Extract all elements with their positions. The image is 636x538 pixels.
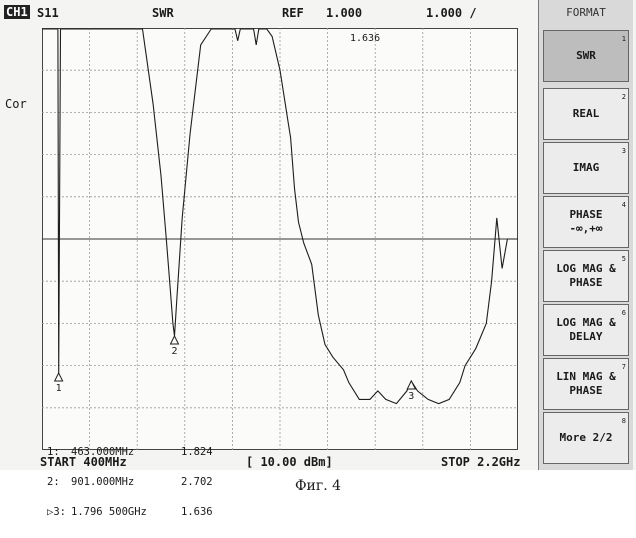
marker-2-label: 2: [171, 346, 177, 357]
softkey-more[interactable]: More 2/28: [543, 412, 629, 464]
menu-title: FORMAT: [539, 6, 633, 19]
start-frequency: START 400MHz: [40, 455, 127, 469]
marker-line: ▷3:1.796 500GHz1.636: [47, 507, 213, 517]
softkey-phase[interactable]: PHASE -∞,+∞4: [543, 196, 629, 248]
softkey-swr[interactable]: SWR1: [543, 30, 629, 82]
softkey-menu: FORMAT SWR1 REAL2 IMAG3 PHASE -∞,+∞4 LOG…: [538, 0, 633, 470]
ref-label: REF: [282, 6, 304, 20]
swr-plot: 1 2 3: [42, 28, 518, 450]
correction-indicator: Cor: [5, 97, 27, 111]
softkey-lin-mag-phase[interactable]: LIN MAG & PHASE7: [543, 358, 629, 410]
channel-indicator[interactable]: CH1: [4, 5, 30, 19]
scale-value: 1.000 /: [426, 6, 477, 20]
softkey-log-mag-phase[interactable]: LOG MAG & PHASE5: [543, 250, 629, 302]
softkey-imag[interactable]: IMAG3: [543, 142, 629, 194]
active-marker-value: 1.636: [350, 33, 380, 44]
parameter-label: S11: [37, 6, 59, 20]
chart-svg: 1 2 3: [42, 28, 518, 450]
marker-1-label: 1: [56, 383, 62, 394]
stop-frequency: STOP 2.2GHz: [441, 455, 520, 469]
ref-value: 1.000: [326, 6, 362, 20]
marker-3-label: 3: [408, 391, 414, 402]
format-label: SWR: [152, 6, 174, 20]
source-power: [ 10.00 dBm]: [246, 455, 333, 469]
softkey-log-mag-delay[interactable]: LOG MAG & DELAY6: [543, 304, 629, 356]
analyzer-screen: CH1 S11 SWR REF 1.000 1.000 / Cor 1 2 3 1.…: [0, 0, 636, 470]
softkey-real[interactable]: REAL2: [543, 88, 629, 140]
figure-caption: Фиг. 4: [0, 478, 636, 494]
